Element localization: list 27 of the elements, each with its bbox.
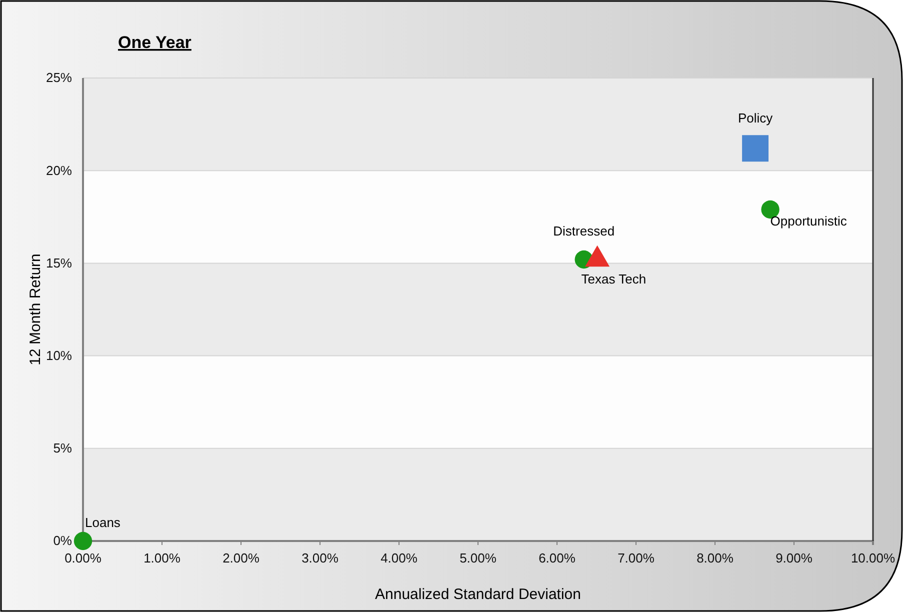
y-axis-title: 12 Month Return [27, 254, 44, 366]
x-tick-label: 1.00% [144, 550, 181, 566]
x-tick-label: 3.00% [302, 550, 339, 566]
x-tick-label: 9.00% [776, 550, 813, 566]
series-label: Texas Tech [581, 271, 646, 286]
series-label: Loans [85, 515, 121, 530]
series-label: Distressed [553, 223, 615, 238]
y-tick-label: 10% [46, 348, 72, 363]
y-tick-label: 15% [46, 255, 72, 270]
x-tick-label: 7.00% [618, 550, 655, 566]
y-tick-label: 5% [53, 440, 72, 456]
x-tick-label: 10.00% [850, 550, 896, 566]
x-axis-title: Annualized Standard Deviation [375, 586, 581, 603]
series-label: Policy [738, 110, 774, 126]
x-tick-label: 4.00% [380, 550, 418, 566]
series-label: Opportunistic [770, 213, 848, 228]
point [74, 532, 92, 550]
y-tick-label: 20% [46, 162, 72, 178]
chart-title: One Year [118, 33, 192, 52]
x-tick-label: 2.00% [222, 550, 260, 566]
x-tick-label: 5.00% [460, 550, 497, 566]
y-tick-label: 25% [46, 70, 72, 86]
point [742, 135, 769, 162]
x-tick-label: 6.00% [538, 550, 576, 566]
x-tick-label: 8.00% [696, 550, 734, 566]
y-tick-label: 0% [53, 533, 72, 548]
x-tick-label: 0.00% [64, 550, 102, 566]
